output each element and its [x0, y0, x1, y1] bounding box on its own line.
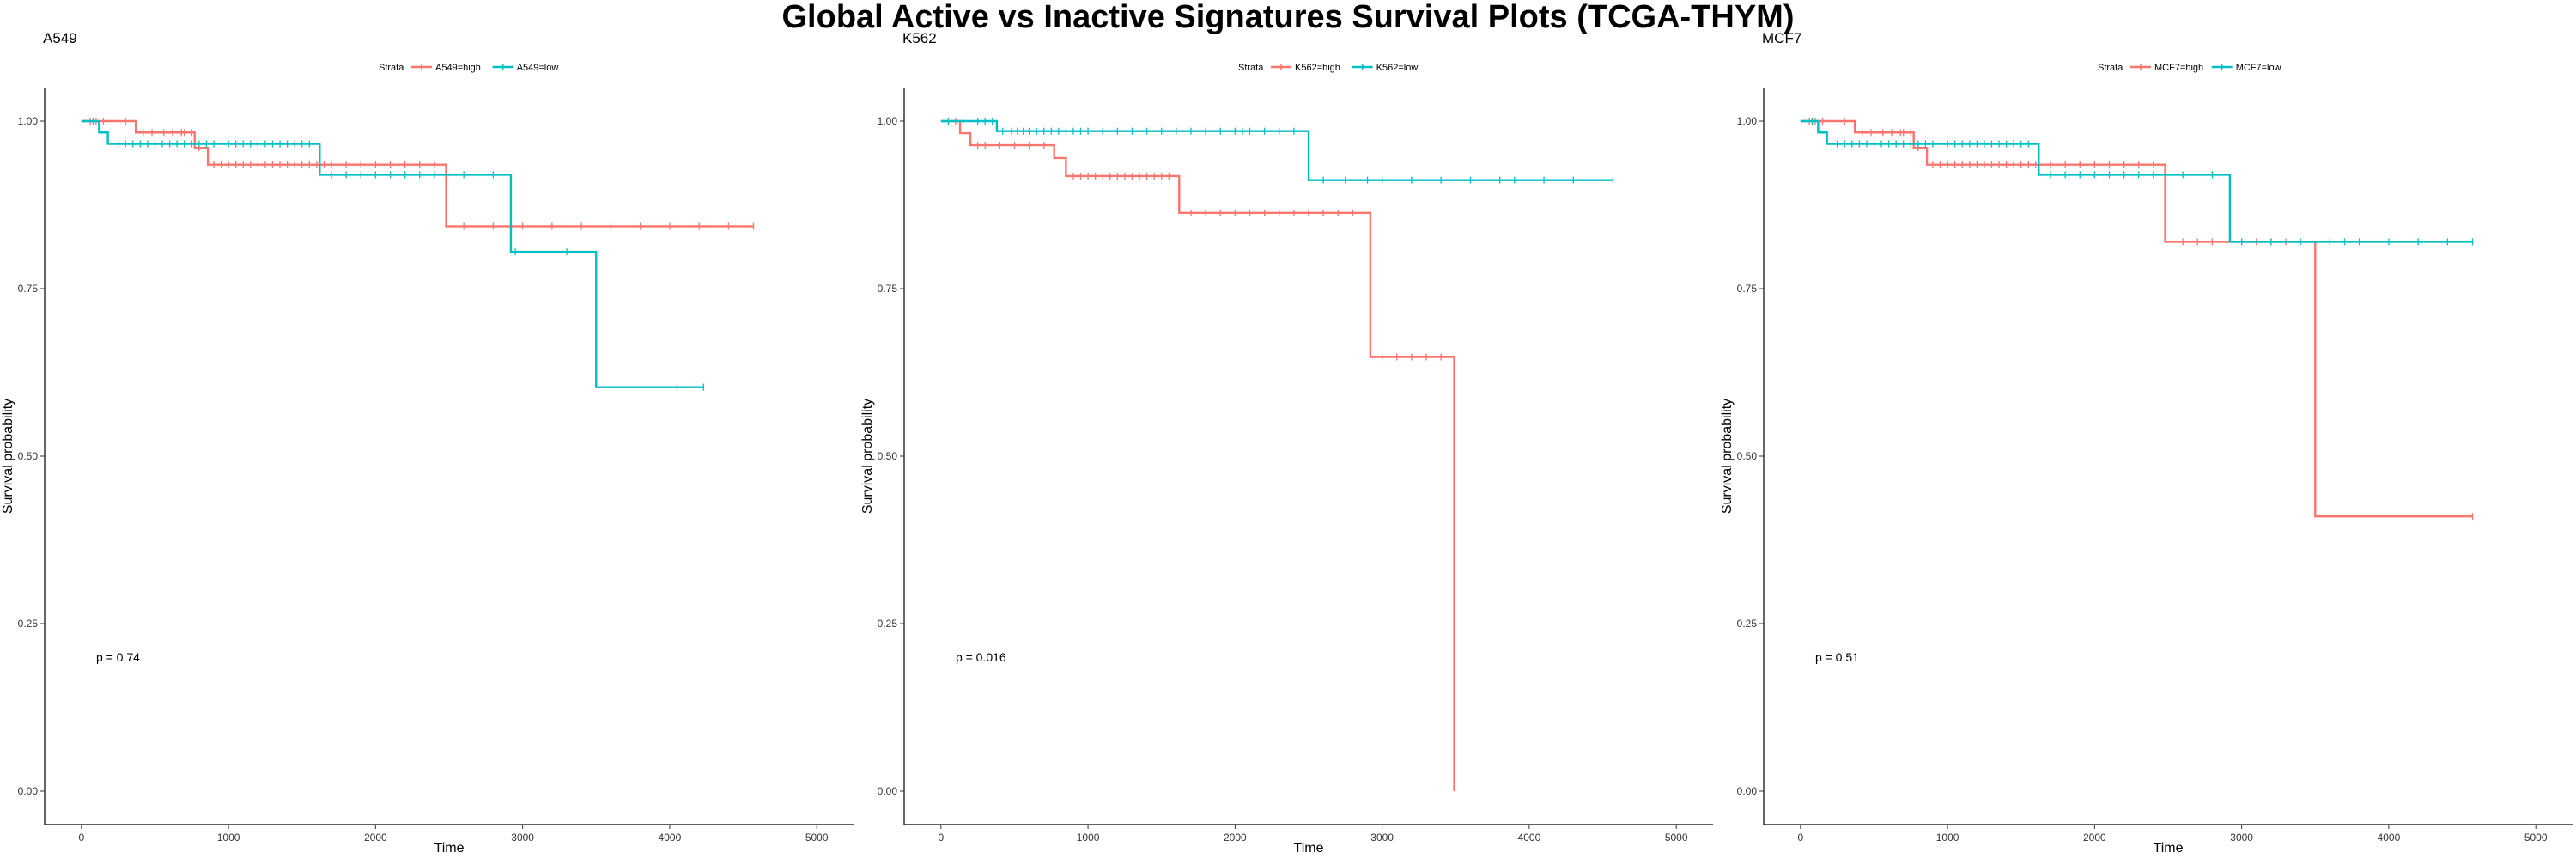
- y-tick-label: 0.75: [1737, 283, 1758, 295]
- panel-mcf7: MCF7 Strata MCF7=high MCF7=low 0.00 0.25 0.50 0…: [1720, 30, 2573, 856]
- x-tick-label: 4000: [2378, 832, 2401, 844]
- y-tick-label: 0.00: [1737, 785, 1758, 797]
- page-title: Global Active vs Inactive Signatures Sur…: [782, 0, 1795, 35]
- panel-title: MCF7: [1762, 30, 1801, 46]
- legend-label-mcf7=high: MCF7=high: [2154, 63, 2203, 73]
- legend-title: Strata: [2098, 63, 2123, 73]
- x-tick-label: 5000: [1665, 832, 1688, 844]
- x-tick-label: 0: [78, 832, 84, 844]
- x-tick-label: 2000: [1224, 832, 1247, 844]
- p-value-label: p = 0.51: [1815, 650, 1859, 664]
- y-tick-label: 0.00: [878, 785, 898, 797]
- p-value-label: p = 0.016: [956, 650, 1006, 664]
- panels: A549 Strata A549=high A549=low 0.00 0.25 0.50 0…: [1, 30, 2573, 856]
- panel-title: A549: [43, 30, 77, 46]
- legend-label-a549=high: A549=high: [435, 63, 481, 73]
- x-tick-label: 3000: [1370, 832, 1394, 844]
- y-tick-label: 0.50: [1737, 450, 1758, 462]
- legend-label-mcf7=low: MCF7=low: [2236, 63, 2281, 73]
- y-axis-title: Survival probability: [1720, 399, 1735, 514]
- y-tick-label: 1.00: [878, 115, 898, 127]
- y-tick-label: 1.00: [18, 115, 39, 127]
- legend-title: Strata: [379, 63, 404, 73]
- y-tick-label: 0.75: [878, 283, 898, 295]
- legend: Strata MCF7=high MCF7=low: [2098, 63, 2281, 73]
- legend-label-a549=low: A549=low: [517, 63, 559, 73]
- legend: Strata K562=high K562=low: [1238, 63, 1418, 73]
- p-value-label: p = 0.74: [96, 650, 140, 664]
- y-tick-label: 0.50: [18, 450, 39, 462]
- y-tick-label: 0.50: [878, 450, 898, 462]
- curve-mcf7=low: [1800, 119, 2473, 243]
- x-tick-label: 1000: [1077, 832, 1100, 844]
- x-tick-label: 3000: [511, 832, 534, 844]
- y-tick-label: 1.00: [1737, 115, 1758, 127]
- x-tick-label: 0: [938, 832, 944, 844]
- y-tick-label: 0.25: [1737, 618, 1758, 630]
- x-axis-title: Time: [434, 841, 465, 856]
- x-tick-label: 3000: [2230, 832, 2253, 844]
- x-tick-label: 5000: [2524, 832, 2548, 844]
- x-tick-label: 2000: [364, 832, 387, 844]
- panel-k562: K562 Strata K562=high K562=low 0.00 0.25 0.50 0…: [860, 30, 1713, 856]
- x-axis-title: Time: [1294, 841, 1324, 856]
- curve-k562=low: [940, 119, 1613, 181]
- x-axis-title: Time: [2154, 841, 2184, 856]
- x-tick-label: 1000: [217, 832, 240, 844]
- x-tick-label: 2000: [2083, 832, 2106, 844]
- legend-label-k562=high: K562=high: [1295, 63, 1340, 73]
- x-tick-label: 4000: [659, 832, 682, 844]
- y-tick-label: 0.00: [18, 785, 39, 797]
- curve-k562=high: [940, 119, 1455, 791]
- curve-mcf7=high: [1800, 119, 2473, 518]
- curve-a549=high: [81, 119, 754, 228]
- y-tick-label: 0.25: [18, 618, 39, 630]
- legend-title: Strata: [1238, 63, 1264, 73]
- y-tick-label: 0.25: [878, 618, 898, 630]
- legend: Strata A549=high A549=low: [379, 63, 558, 73]
- x-tick-label: 0: [1797, 832, 1803, 844]
- x-tick-label: 5000: [805, 832, 829, 844]
- x-tick-label: 1000: [1936, 832, 1959, 844]
- panel-a549: A549 Strata A549=high A549=low 0.00 0.25 0.50 0…: [1, 30, 854, 856]
- y-axis-title: Survival probability: [860, 399, 875, 514]
- legend-label-k562=low: K562=low: [1376, 63, 1419, 73]
- y-tick-label: 0.75: [18, 283, 39, 295]
- y-axis-title: Survival probability: [1, 399, 15, 514]
- x-tick-label: 4000: [1518, 832, 1541, 844]
- panel-title: K562: [902, 30, 937, 46]
- curve-a549=low: [81, 119, 704, 388]
